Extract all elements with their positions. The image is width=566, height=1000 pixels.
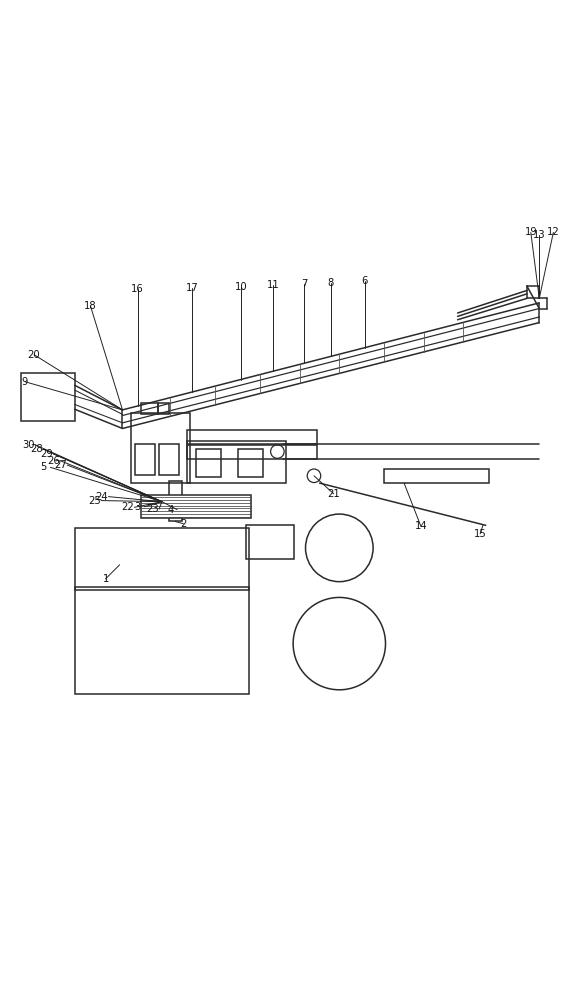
Text: 12: 12 xyxy=(547,227,560,237)
Text: 4: 4 xyxy=(167,505,174,515)
Bar xyxy=(169,481,182,521)
Text: 10: 10 xyxy=(234,282,247,292)
Text: 29: 29 xyxy=(40,449,53,459)
Bar xyxy=(131,413,190,483)
Bar xyxy=(141,495,251,518)
Bar xyxy=(141,403,158,414)
Text: 13: 13 xyxy=(533,230,546,240)
Bar xyxy=(238,449,263,477)
Text: 20: 20 xyxy=(28,350,40,360)
Bar xyxy=(246,525,294,559)
Text: 16: 16 xyxy=(131,284,144,294)
Bar xyxy=(187,445,317,459)
Bar xyxy=(159,444,179,475)
Bar xyxy=(75,528,249,590)
Text: 7: 7 xyxy=(301,279,307,289)
Bar xyxy=(75,587,249,694)
Text: 21: 21 xyxy=(327,489,340,499)
Text: 28: 28 xyxy=(31,444,43,454)
Text: 1: 1 xyxy=(102,574,109,584)
Text: 11: 11 xyxy=(267,280,279,290)
Text: 6: 6 xyxy=(362,276,368,286)
Bar xyxy=(187,441,286,483)
Bar xyxy=(158,403,169,414)
Text: 15: 15 xyxy=(474,529,487,539)
Text: 19: 19 xyxy=(525,227,537,237)
Text: 23: 23 xyxy=(146,504,158,514)
Text: 18: 18 xyxy=(84,301,97,311)
Text: 24: 24 xyxy=(95,492,108,502)
Text: 5: 5 xyxy=(40,462,47,472)
Text: 14: 14 xyxy=(415,521,427,531)
Text: 22: 22 xyxy=(121,502,134,512)
Bar xyxy=(21,373,75,421)
Text: 8: 8 xyxy=(328,278,334,288)
Text: 25: 25 xyxy=(88,496,101,506)
Text: 26: 26 xyxy=(47,456,59,466)
Text: 3: 3 xyxy=(135,502,141,512)
Text: 9: 9 xyxy=(22,377,28,387)
Bar xyxy=(384,469,488,483)
Bar xyxy=(196,449,221,477)
Text: 17: 17 xyxy=(186,283,198,293)
Text: 27: 27 xyxy=(54,460,67,470)
Bar xyxy=(187,430,317,444)
Text: 30: 30 xyxy=(22,440,35,450)
Text: 2: 2 xyxy=(180,519,187,529)
Bar xyxy=(135,444,155,475)
